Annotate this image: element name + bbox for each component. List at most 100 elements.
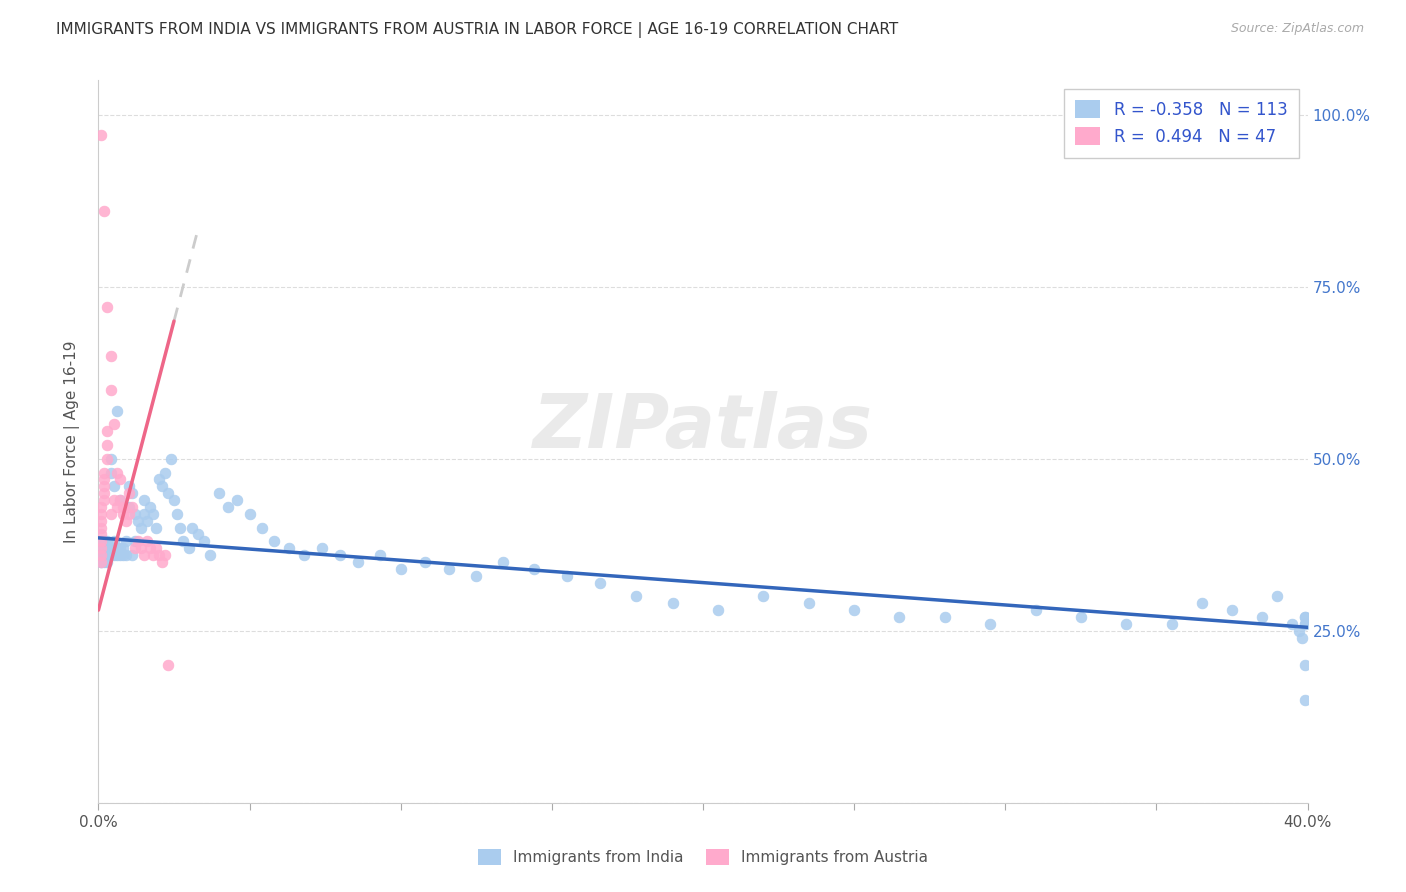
Point (135, 534, 157, 549)
Legend: Immigrants from India, Immigrants from Austria: Immigrants from India, Immigrants from A… (471, 843, 935, 871)
Point (108, 548, 131, 562)
Point (413, 555, 436, 569)
Point (93, 548, 115, 562)
Point (132, 493, 155, 508)
Point (100, 383, 122, 397)
Point (934, 610, 956, 624)
Point (844, 603, 866, 617)
Point (103, 548, 125, 562)
Point (187, 527, 209, 541)
Point (1294, 610, 1316, 624)
Point (90, 555, 112, 569)
Point (661, 596, 683, 610)
Point (179, 541, 201, 556)
Point (156, 486, 179, 500)
Point (142, 507, 165, 521)
Point (153, 548, 176, 562)
Point (979, 616, 1001, 631)
Point (93, 534, 115, 549)
Point (172, 534, 194, 549)
Point (111, 507, 134, 521)
Point (166, 507, 188, 521)
Point (1024, 603, 1046, 617)
Point (889, 610, 911, 624)
Point (90, 541, 112, 556)
Point (555, 568, 578, 582)
Point (181, 520, 204, 534)
Point (239, 507, 262, 521)
Legend: R = -0.358   N = 113, R =  0.494   N = 47: R = -0.358 N = 113, R = 0.494 N = 47 (1064, 88, 1299, 158)
Point (129, 541, 152, 556)
Point (153, 466, 176, 480)
Point (1294, 616, 1316, 631)
Point (96, 451, 118, 466)
Point (217, 500, 239, 514)
Point (127, 514, 149, 528)
Point (1294, 692, 1316, 706)
Point (124, 534, 146, 549)
Point (96, 541, 118, 556)
Point (139, 541, 162, 556)
Point (437, 562, 460, 576)
Point (90, 548, 112, 562)
Point (105, 466, 128, 480)
Point (145, 541, 167, 556)
Point (1294, 658, 1316, 673)
Point (1070, 610, 1092, 624)
Point (96, 548, 118, 562)
Point (1288, 624, 1310, 638)
Point (127, 534, 149, 549)
Point (111, 548, 134, 562)
Point (121, 500, 143, 514)
Point (277, 541, 299, 556)
Point (150, 555, 173, 569)
Point (145, 520, 167, 534)
Point (156, 658, 179, 673)
Point (193, 534, 215, 549)
Point (93, 486, 115, 500)
Point (1191, 596, 1213, 610)
Point (589, 575, 612, 590)
Point (103, 541, 125, 556)
Point (100, 507, 122, 521)
Point (90, 514, 112, 528)
Point (263, 534, 285, 549)
Text: IMMIGRANTS FROM INDIA VS IMMIGRANTS FROM AUSTRIA IN LABOR FORCE | AGE 16-19 CORR: IMMIGRANTS FROM INDIA VS IMMIGRANTS FROM… (56, 22, 898, 38)
Point (108, 541, 131, 556)
Point (124, 507, 146, 521)
Point (1294, 610, 1316, 624)
Point (90, 541, 112, 556)
Point (93, 548, 115, 562)
Point (93, 204, 115, 219)
Point (118, 486, 141, 500)
Point (226, 493, 249, 508)
Point (160, 451, 183, 466)
Point (93, 548, 115, 562)
Point (90, 534, 112, 549)
Text: Source: ZipAtlas.com: Source: ZipAtlas.com (1230, 22, 1364, 36)
Point (114, 514, 136, 528)
Point (492, 555, 515, 569)
Point (96, 534, 118, 549)
Point (103, 493, 125, 508)
Point (96, 424, 118, 438)
Point (90, 555, 112, 569)
Point (96, 541, 118, 556)
Point (114, 534, 136, 549)
Point (90, 541, 112, 556)
Point (797, 596, 820, 610)
Point (93, 541, 115, 556)
Point (90, 128, 112, 143)
Point (626, 590, 648, 604)
Point (250, 520, 273, 534)
Point (707, 603, 730, 617)
Point (100, 541, 122, 556)
Point (132, 507, 155, 521)
Point (96, 301, 118, 315)
Point (1294, 616, 1316, 631)
Point (114, 548, 136, 562)
Point (752, 590, 775, 604)
Point (96, 548, 118, 562)
Point (90, 555, 112, 569)
Point (108, 493, 131, 508)
